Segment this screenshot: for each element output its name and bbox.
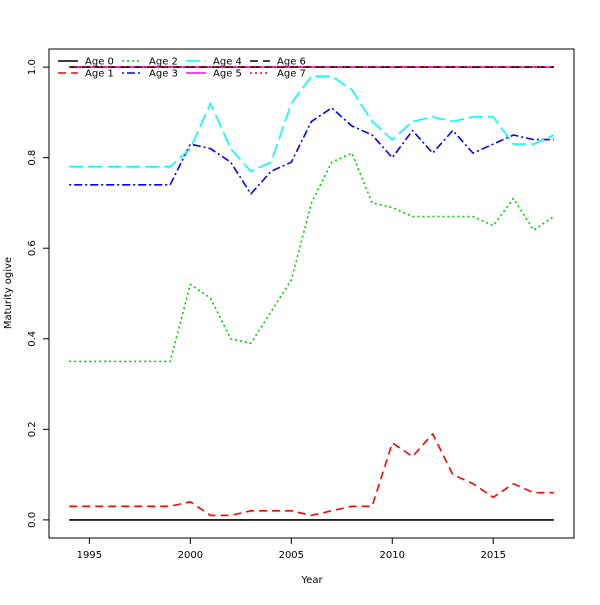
legend-label: Age 5: [213, 69, 242, 80]
legend-label: Age 1: [85, 69, 114, 80]
legend-label: Age 0: [85, 57, 114, 68]
y-axis-title: Maturity ogive: [3, 257, 14, 329]
series-line-age-3: [69, 107, 554, 195]
y-tick-label: 0.6: [27, 240, 38, 256]
x-tick-label: 2005: [279, 550, 304, 561]
legend-label: Age 4: [213, 57, 242, 68]
y-tick-label: 0.8: [27, 150, 38, 166]
y-tick-label: 0.2: [27, 421, 38, 437]
x-tick-label: 2010: [380, 550, 405, 561]
y-axis: 0.0 0.2 0.4 0.6 0.8 1.0: [27, 59, 50, 528]
x-tick-label: 1995: [77, 550, 102, 561]
legend-label: Age 6: [277, 57, 306, 68]
y-tick-label: 0.0: [27, 512, 38, 528]
x-tick-label: 2000: [178, 550, 203, 561]
x-axis-title: Year: [300, 575, 323, 586]
series-line-age-1: [69, 433, 554, 517]
legend-label: Age 7: [277, 69, 306, 80]
series-line-age-4: [69, 75, 555, 173]
x-tick-label: 2015: [481, 550, 506, 561]
y-tick-label: 0.4: [27, 331, 38, 347]
legend-label: Age 2: [149, 57, 178, 68]
x-axis: 1995 2000 2005 2010 2015: [77, 537, 506, 561]
legend-label: Age 3: [149, 69, 178, 80]
series-layer: [69, 66, 555, 521]
series-line-age-2: [69, 152, 555, 363]
y-tick-label: 1.0: [27, 59, 38, 75]
